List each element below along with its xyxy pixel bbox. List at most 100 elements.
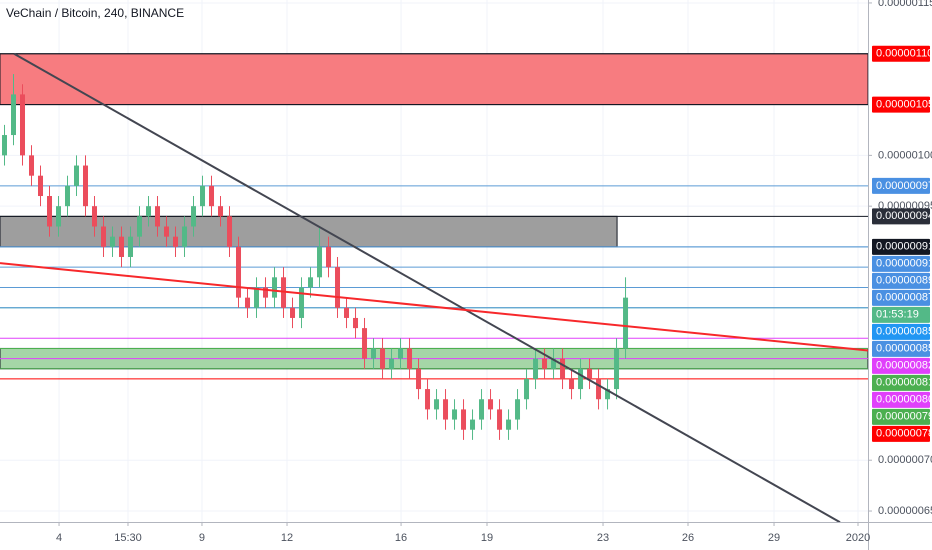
candle-body: [236, 246, 242, 298]
x-tick-label: 9: [199, 532, 205, 544]
candle-body: [227, 216, 233, 247]
price-label: 0.00000079: [876, 411, 932, 423]
price-label: 0.00000089: [876, 275, 932, 287]
price-label: 0.00000085: [876, 326, 932, 338]
candle-body: [452, 409, 458, 420]
price-label-bg: [872, 323, 930, 340]
candle-body: [56, 206, 62, 227]
candle-body: [578, 368, 584, 390]
candle-body: [443, 399, 449, 420]
candle-body: [110, 236, 116, 247]
candle-body: [191, 206, 197, 227]
x-tick-label: 29: [768, 532, 780, 544]
candle-body: [344, 307, 350, 318]
y-tick-label: 0.00000065: [878, 505, 932, 517]
candle-body: [506, 419, 512, 430]
price-label: 0.00000110: [876, 48, 932, 60]
candle-body: [389, 358, 395, 369]
candle-body: [542, 358, 548, 369]
candle-body: [263, 287, 269, 298]
price-label-bg: [872, 425, 930, 442]
candle-body: [173, 236, 179, 247]
candle-body: [155, 206, 161, 227]
price-label: 0.00000094: [876, 210, 932, 222]
price-label-bg: [872, 255, 930, 272]
candle-body: [533, 358, 539, 379]
candle-body: [29, 155, 35, 176]
candle-body: [254, 287, 260, 308]
x-tick-label: 23: [597, 532, 609, 544]
candle-body: [524, 378, 530, 400]
candle-body: [200, 185, 206, 207]
candle-body: [218, 206, 224, 217]
candle-body: [371, 348, 377, 359]
candle-body: [335, 267, 341, 308]
candle-body: [416, 368, 422, 390]
trend-line: [0, 262, 869, 352]
candle-body: [362, 328, 368, 359]
price-label-bg: [872, 357, 930, 374]
price-label-bg: [872, 96, 930, 113]
candle-body: [551, 358, 557, 369]
candle-body: [398, 348, 404, 359]
price-label: 0.00000087: [876, 292, 932, 304]
zone: [0, 53, 869, 106]
price-label: 0.00000082: [876, 360, 932, 372]
y-tick-label: 0.00000070: [878, 454, 932, 466]
candle-body: [380, 348, 386, 369]
price-label: 0.00000078: [876, 428, 932, 440]
x-tick-label: 26: [682, 532, 694, 544]
candle-body: [479, 399, 485, 420]
price-label-bg: [872, 340, 930, 357]
x-tick-label: 19: [481, 532, 493, 544]
candle-body: [407, 348, 413, 369]
candle-body: [569, 378, 575, 390]
trend-line: [13, 52, 841, 524]
price-label-bg: [872, 45, 930, 62]
candle-body: [434, 399, 440, 410]
candle-body: [83, 165, 89, 207]
candle-body: [137, 216, 143, 237]
price-label: 0.00000091: [876, 241, 932, 253]
candle-body: [47, 196, 53, 227]
candle-body: [92, 206, 98, 227]
candle-body: [290, 307, 296, 318]
price-label-bg: [872, 391, 930, 408]
price-label-bg: [872, 238, 930, 255]
candle-body: [2, 135, 8, 156]
y-tick-label: 0.00000115: [878, 0, 932, 9]
price-label: 01:53:19: [876, 309, 919, 321]
candle-body: [20, 94, 26, 156]
price-label-bg: [872, 306, 930, 323]
candle-body: [488, 399, 494, 410]
candle-body: [272, 277, 278, 298]
price-label: 0.00000091: [876, 258, 932, 270]
price-label: 0.00000080: [876, 394, 932, 406]
candle-body: [614, 348, 620, 390]
price-label-bg: [872, 208, 930, 225]
candle-body: [623, 297, 629, 349]
price-label-bg: [872, 272, 930, 289]
candle-body: [470, 419, 476, 430]
plot-area: [0, 0, 869, 524]
price-label-bg: [872, 408, 930, 425]
x-tick-label: 4: [56, 532, 62, 544]
x-tick-label: 2020: [846, 532, 870, 544]
price-label-bg: [872, 177, 930, 194]
candle-body: [605, 389, 611, 400]
candle-body: [128, 236, 134, 257]
candle-body: [245, 297, 251, 308]
candle-body: [182, 226, 188, 247]
candle-body: [119, 236, 125, 257]
candle-body: [38, 175, 44, 197]
candle-body: [299, 287, 305, 318]
candle-body: [317, 246, 323, 278]
price-label-bg: [872, 374, 930, 391]
y-tick-label: 0.00000100: [878, 149, 932, 161]
price-label-bg: [872, 289, 930, 306]
candle-body: [587, 368, 593, 379]
candle-body: [146, 206, 152, 217]
x-tick-label: 12: [281, 532, 293, 544]
price-label: 0.00000085: [876, 343, 932, 355]
